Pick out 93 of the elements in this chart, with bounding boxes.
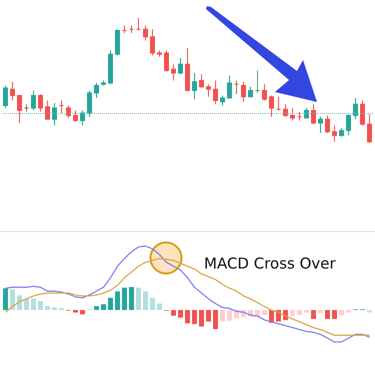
candlestick	[234, 80, 239, 95]
bar	[332, 310, 337, 319]
candlestick	[346, 112, 351, 136]
candlestick	[94, 82, 99, 98]
candlestick	[178, 58, 183, 75]
candlestick	[101, 80, 106, 86]
candlestick	[157, 50, 162, 58]
bar	[3, 288, 8, 310]
candlestick	[136, 18, 141, 31]
bar	[311, 310, 316, 319]
bar	[122, 288, 127, 310]
bar	[220, 310, 225, 322]
candlestick	[3, 85, 8, 108]
candlestick	[73, 110, 78, 122]
candlestick	[353, 98, 358, 120]
candlestick	[24, 104, 29, 112]
bar	[101, 304, 106, 310]
bar	[73, 310, 78, 313]
candlestick	[276, 96, 281, 111]
bar	[178, 310, 183, 318]
bar	[108, 298, 113, 310]
candlestick	[80, 110, 85, 126]
candlestick	[45, 100, 50, 120]
candlestick	[52, 102, 57, 126]
bar	[52, 307, 57, 310]
bar	[94, 306, 99, 310]
bar	[318, 310, 323, 314]
candlestick	[17, 95, 22, 124]
bar	[45, 306, 50, 310]
candlestick	[332, 125, 337, 142]
bar	[157, 304, 162, 310]
bar	[325, 310, 330, 319]
candlestick	[185, 48, 190, 91]
bar	[38, 301, 43, 310]
candlestick	[248, 86, 253, 98]
candlestick	[199, 74, 204, 88]
bar	[171, 310, 176, 316]
candlestick	[66, 105, 71, 118]
candlestick	[283, 104, 288, 118]
candlestick	[164, 50, 169, 72]
bar	[290, 310, 295, 316]
bar	[150, 298, 155, 310]
bar	[213, 310, 218, 330]
bar	[304, 310, 309, 313]
bar	[129, 287, 134, 310]
bar	[367, 310, 372, 313]
annotation: MACD Cross Over	[204, 254, 337, 272]
candlestick	[290, 108, 295, 121]
candlestick	[339, 128, 344, 138]
candlestick	[220, 95, 225, 106]
candlestick	[115, 28, 120, 56]
candlestick	[192, 72, 197, 100]
candlestick	[304, 108, 309, 118]
candlestick	[262, 84, 267, 101]
bar	[262, 310, 267, 316]
candlestick	[269, 95, 274, 118]
bar	[10, 290, 15, 310]
candlestick	[143, 25, 148, 41]
bar	[192, 310, 197, 324]
candlestick	[10, 81, 15, 101]
bar	[31, 298, 36, 310]
candlestick	[87, 90, 92, 118]
bar	[206, 310, 211, 322]
candlestick	[122, 25, 127, 34]
candlestick	[311, 104, 316, 125]
bar	[115, 291, 120, 310]
bar	[80, 310, 85, 314]
bar	[297, 310, 302, 316]
bar	[227, 310, 232, 321]
candlestick	[129, 25, 134, 34]
candlestick	[59, 100, 64, 114]
bar	[136, 288, 141, 310]
candlestick	[297, 111, 302, 121]
bar	[185, 310, 190, 324]
bar	[346, 310, 351, 313]
bar	[339, 310, 344, 316]
candlestick	[318, 116, 323, 134]
candlestick	[206, 84, 211, 98]
candlestick	[38, 94, 43, 112]
candlestick	[213, 80, 218, 105]
candlestick	[31, 90, 36, 111]
candlestick	[367, 114, 372, 144]
candlestick	[171, 64, 176, 81]
candlestick	[255, 70, 260, 94]
candlestick	[227, 75, 232, 98]
bar	[143, 291, 148, 310]
candlestick	[150, 28, 155, 56]
candlestick	[360, 100, 365, 126]
candlestick	[241, 81, 246, 102]
bar	[24, 299, 29, 310]
candlestick	[108, 50, 113, 85]
candlestick	[325, 115, 330, 134]
bar	[199, 310, 204, 327]
